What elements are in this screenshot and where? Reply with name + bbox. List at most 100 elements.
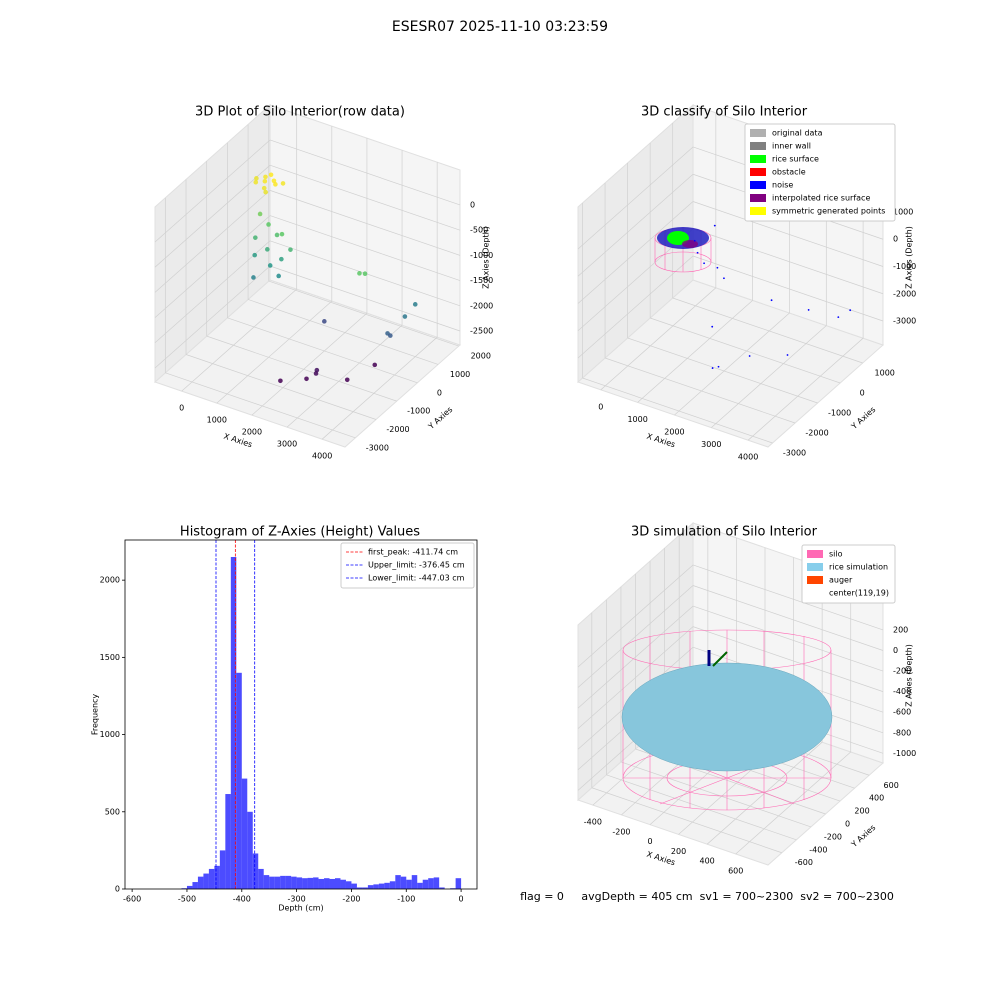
z-tick-label: 200 [893,625,908,634]
legend-label: rice simulation [829,563,888,572]
y-tick-label: 200 [854,807,869,816]
legend-label: noise [772,181,793,190]
x-tick-label: 3000 [277,440,297,449]
x-tick-label: 0 [598,402,603,411]
point [267,263,273,268]
grid-line [154,240,271,344]
bar [285,875,292,889]
bar [334,878,341,889]
y-tick-label: -2000 [386,425,409,434]
point [402,314,408,319]
point [388,333,393,338]
chart-title: 3D Plot of Silo Interior(row data) [195,105,405,120]
y-tick-label: 1500 [100,653,120,662]
point [253,179,259,185]
point [362,271,368,277]
z-tick-label: -1000 [893,262,916,271]
data-layer: 3D Plot of Silo Interior(row data) 3D cla… [91,105,896,913]
y-tick-label: 1000 [450,370,470,379]
grid-line [620,761,812,828]
z-tick-label: -500 [470,226,488,235]
grid-line [582,377,773,444]
point [837,316,840,319]
z-tick-label: -600 [893,708,911,717]
bar [395,875,401,889]
bar [439,887,445,889]
y-tick-label: 0 [115,885,120,894]
bar [258,868,264,889]
point [279,256,284,262]
bar [324,878,330,889]
legend-label: original data [772,129,823,138]
point [786,354,789,356]
bar [263,875,270,889]
grid-line [154,190,271,293]
bar [274,876,281,889]
bar [417,882,423,889]
point [693,239,696,242]
grid-line [692,201,884,267]
z-tick-label: -800 [893,728,911,737]
y-axis-label: Frequency [91,694,100,736]
point [253,235,258,240]
y-tick-label: -200 [824,832,842,841]
y-axis-label: Y Axies [849,405,877,432]
point [372,362,378,368]
bar [329,878,335,889]
grid-line [269,139,461,206]
grid-line [321,336,438,440]
legend-label: inner wall [772,142,811,151]
bar [455,878,462,889]
grid-line [692,564,884,631]
legend-patch [807,563,823,571]
bar [351,883,357,889]
point [252,252,258,258]
point [412,302,418,307]
point [273,182,278,187]
point [263,174,268,180]
y-tick-label: 0 [860,389,865,398]
legend-box [801,544,896,604]
point [304,376,309,382]
grid-line [577,626,694,729]
y-tick-label: 0 [437,388,442,397]
bar [307,877,314,889]
point [276,273,281,279]
bar [428,878,434,889]
grid-line [154,265,271,369]
grid-line [251,312,368,416]
x-tick-label: 200 [671,847,686,856]
point [713,224,716,227]
rice-surface-blob [667,231,689,245]
legend-label: silo [829,550,843,559]
legend-label: rice surface [772,155,819,164]
grid-line [604,357,796,424]
grid-line [269,265,461,332]
y-tick-label: -600 [795,858,813,867]
point [322,319,327,324]
z-tick-label: -1500 [470,276,493,285]
grid-line [692,255,884,322]
z-axis-label: Z Axies (Depth) [482,226,491,289]
y-tick-label: 1000 [100,730,120,739]
point [711,367,714,369]
grid-line [227,317,418,384]
y-axis-label: Y Axies [849,823,877,850]
grid-line [591,787,782,854]
annotation: flag = 0 avgDepth = 405 cm sv1 = 700~230… [520,890,894,903]
point [261,185,267,191]
bar [252,853,259,889]
bar [296,877,303,889]
legend-patch [807,550,823,558]
z-tick-label: 1000 [893,207,913,216]
legend-patch [750,142,766,150]
point [770,299,773,302]
grid-line [627,337,818,404]
grid-line [165,372,356,439]
z-tick-label: -2000 [470,301,493,310]
y-tick-label: 600 [884,781,899,790]
bar [236,672,242,889]
point [254,176,259,181]
bar [247,811,253,889]
grid-line [269,164,461,231]
